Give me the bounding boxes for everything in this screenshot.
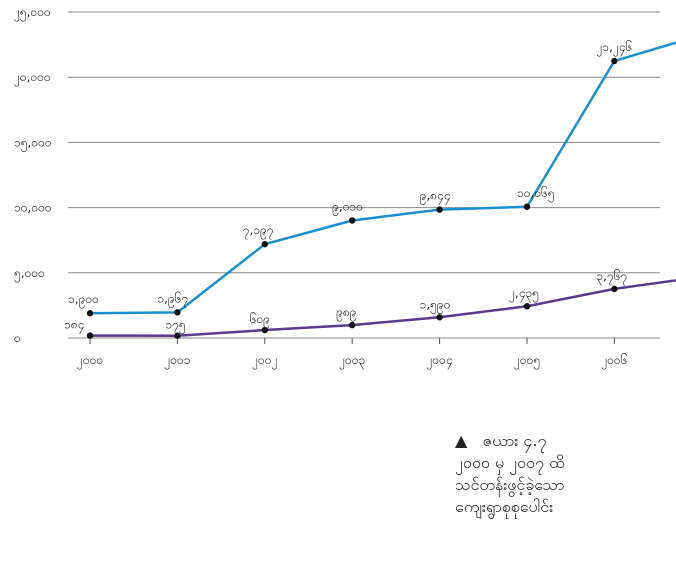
data-point [349,321,356,329]
x-tick-label: ၂၀၀၅ [514,353,540,370]
x-tick-label: ၂၀၀၁ [164,353,190,370]
data-point [436,314,443,321]
series-1: ၁,၉၀၀၁,၉၆၇၇,၁၉၇၉,၀၁၀၉,၈၄၄၁၀,၀၆၅၂၁,၂၄၆၂၃,… [68,39,676,317]
x-tick-label: ၂၀၀၀ [77,353,103,370]
data-point [611,285,618,293]
data-label: ၂၁,၂၄၆ [596,39,632,57]
line-chart: ၀ ၅,၀၀၀ ၁၀,၀၀၀ ၁၅,၀၀၀ ၂၀,၀၀၀ ၂၅,၀၀၀ ၂၀၀၀ ၂၀၀၁ ၂… [14,5,676,370]
data-point [611,57,618,65]
x-tick-label: ၂၀၀၂ [252,353,277,370]
data-point [261,240,268,248]
series-line [89,279,676,337]
data-label: ၇,၁၉၇ [243,223,274,240]
series-group: ၁,၉၀၀၁,၉၆၇၇,၁၉၇၉,၀၁၀၉,၈၄၄၁၀,၀၆၅၂၁,၂၄၆၂၃,… [64,39,676,339]
y-axis-ticks: ၀ ၅,၀၀၀ ၁၀,၀၀၀ ၁၅,၀၀၀ ၂၀,၀၀၀ ၂၅,၀၀၀ [14,5,52,345]
data-point [523,203,531,210]
caption-line-3: သင်တန်းဖွင့်ခဲ့သော [455,475,565,494]
x-tick-label: ၂၀၀၃ [339,353,365,370]
x-tick-label: ၂၀၀၆ [601,352,627,370]
y-tick-label: ၀ [14,331,21,345]
caption-line-1: ▲ ဇယား ၄.၇ [455,430,670,452]
y-tick-label: ၅,၀၀၀ [14,266,45,283]
data-label: ၁၈၄ [64,318,84,335]
y-tick-label: ၂၅,၀၀၀ [14,5,51,22]
data-label: ၁၇၅ [165,318,185,335]
series-line [89,41,676,315]
data-label: ၁,၅၉၀ [420,297,451,314]
data-point [349,217,356,224]
data-label: ၆၀၉ [250,311,270,329]
data-point [86,310,94,317]
data-label: ၉၈၉ [336,305,356,322]
data-point [86,332,94,339]
data-label: ၉,၀၁၀ [332,200,363,217]
triangle-up-icon: ▲ [455,431,468,450]
figure-caption: ▲ ဇယား ၄.၇ ၂၀၀၀ မှ ၂၀၀၇ ထိ သင်တန်းဖွင့်ခ… [455,430,670,518]
data-label: ၁,၉၀၀ [68,292,99,309]
caption-title: ဇယား ၄.၇ [482,431,547,450]
data-label: ၁,၉၆၇ [157,290,188,308]
data-label: ၁၀,၀၆၅ [517,185,555,203]
data-label: ၉,၈၄၄ [420,189,451,206]
caption-line-2: ၂၀၀၀ မှ ၂၀၀၇ ထိ [455,453,565,472]
gridlines [68,11,660,339]
caption-line-4: ကျေးရွာစုစုပေါင်း [455,497,554,516]
data-label: ၂,၄၃၅ [509,286,539,303]
y-tick-label: ၁၀,၀၀၀ [14,201,52,215]
data-label: ၃,၇၆၇ [596,268,627,286]
data-point [436,206,443,213]
data-point [523,303,531,310]
y-tick-label: ၂၀,၀၀၀ [14,70,51,87]
data-point [174,332,181,339]
x-axis-ticks: ၂၀၀၀၂၀၀၁၂၀၀၂၂၀၀၃၂၀၀၄၂၀၀၅၂၀၀၆၂၀၀၇ [77,338,627,370]
data-point [174,309,181,316]
data-point [261,326,268,334]
x-tick-label: ၂၀၀၄ [427,353,453,370]
y-tick-label: ၁၅,၀၀၀ [14,135,52,152]
